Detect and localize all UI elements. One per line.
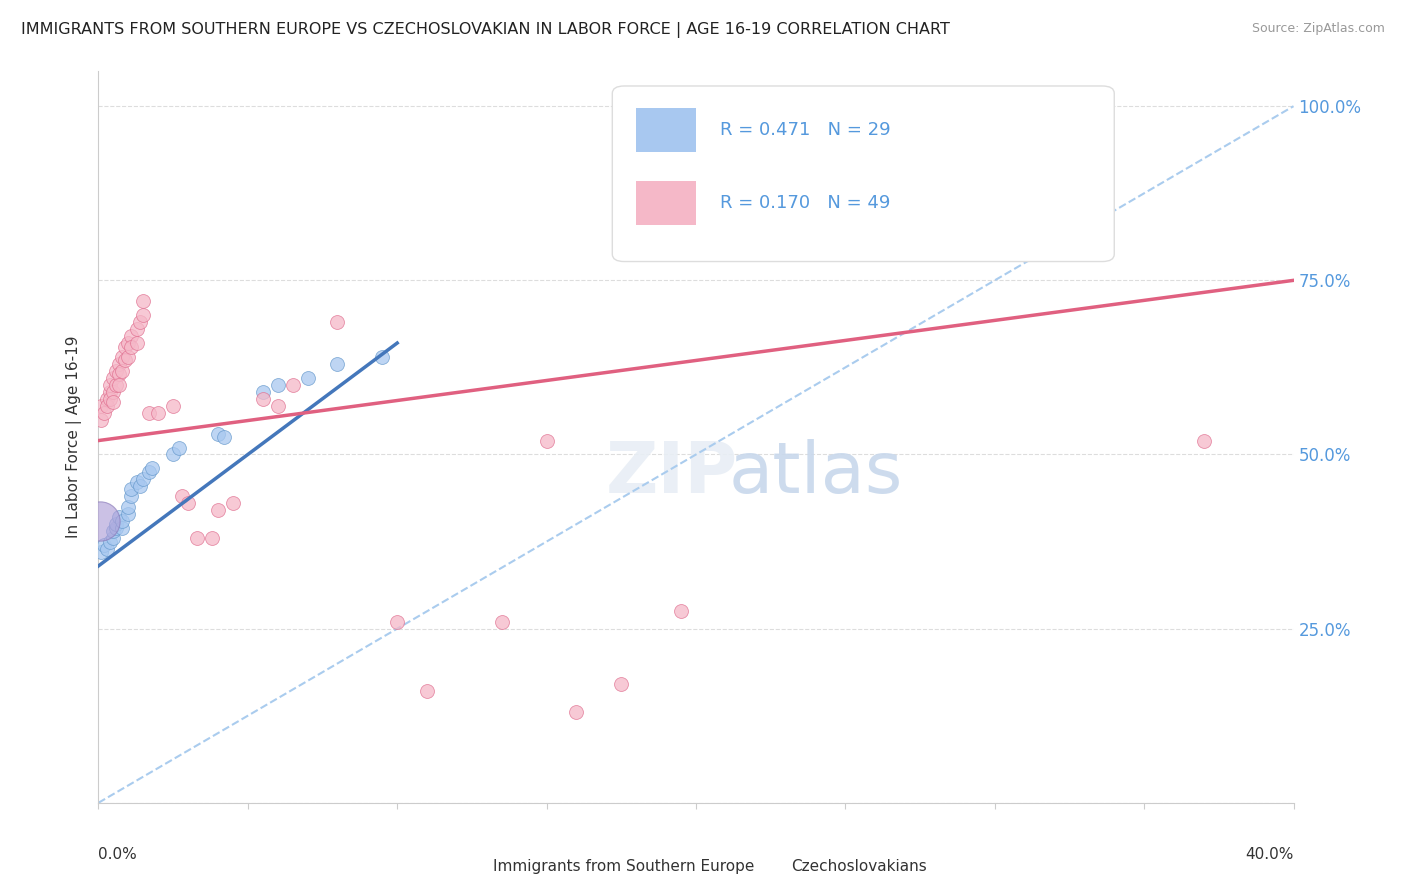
Point: [201, 531, 224, 545]
Bar: [457, 855, 481, 878]
Point: [162, 448, 184, 462]
Point: [114, 353, 136, 368]
Point: [186, 531, 208, 545]
Point: [565, 705, 588, 719]
Text: R = 0.471   N = 29: R = 0.471 N = 29: [720, 121, 890, 139]
Point: [108, 510, 131, 524]
Point: [90, 545, 112, 559]
Text: R = 0.170   N = 49: R = 0.170 N = 49: [720, 194, 890, 212]
Point: [167, 441, 190, 455]
Point: [105, 377, 128, 392]
Point: [96, 399, 118, 413]
Point: [105, 517, 128, 532]
Point: [326, 315, 349, 329]
Text: Czechoslovakians: Czechoslovakians: [792, 859, 928, 874]
Point: [98, 377, 122, 392]
Y-axis label: In Labor Force | Age 16-19: In Labor Force | Age 16-19: [66, 335, 83, 539]
Point: [132, 472, 155, 486]
Point: [326, 357, 349, 371]
Point: [103, 384, 125, 399]
Point: [120, 483, 142, 497]
Bar: [637, 108, 696, 152]
Point: [117, 336, 139, 351]
Point: [105, 521, 128, 535]
Point: [103, 531, 125, 545]
Point: [98, 534, 122, 549]
Point: [267, 399, 290, 413]
Point: [111, 350, 134, 364]
Point: [103, 371, 125, 385]
Point: [172, 489, 194, 503]
Bar: [756, 855, 780, 878]
Point: [416, 684, 439, 698]
Point: [127, 475, 149, 490]
Text: Source: ZipAtlas.com: Source: ZipAtlas.com: [1251, 22, 1385, 36]
Point: [127, 336, 149, 351]
Text: atlas: atlas: [728, 439, 903, 508]
Point: [96, 541, 118, 556]
Point: [111, 521, 134, 535]
Point: [103, 395, 125, 409]
Point: [117, 507, 139, 521]
Point: [222, 496, 245, 510]
Point: [98, 392, 122, 406]
Point: [669, 604, 692, 618]
Point: [129, 315, 152, 329]
Point: [117, 500, 139, 514]
Point: [90, 399, 112, 413]
Point: [105, 364, 128, 378]
Point: [138, 406, 160, 420]
Point: [212, 430, 235, 444]
Point: [610, 677, 633, 691]
Point: [371, 350, 394, 364]
Point: [177, 496, 200, 510]
Point: [148, 406, 170, 420]
Point: [252, 392, 274, 406]
Text: 40.0%: 40.0%: [1246, 847, 1294, 862]
Text: 0.0%: 0.0%: [98, 847, 138, 862]
FancyBboxPatch shape: [613, 86, 1115, 261]
Point: [132, 308, 155, 322]
Point: [111, 364, 134, 378]
Point: [1192, 434, 1215, 448]
Point: [98, 384, 122, 399]
Point: [108, 357, 131, 371]
Point: [207, 426, 229, 441]
Point: [108, 377, 131, 392]
Point: [127, 322, 149, 336]
Point: [207, 503, 229, 517]
Point: [117, 350, 139, 364]
Point: [96, 392, 118, 406]
Point: [536, 434, 558, 448]
Point: [297, 371, 319, 385]
Point: [111, 514, 134, 528]
Point: [93, 406, 115, 420]
Point: [162, 399, 184, 413]
Point: [103, 524, 125, 538]
Point: [89, 514, 111, 528]
Point: [132, 294, 155, 309]
Point: [90, 412, 112, 426]
Point: [108, 368, 131, 382]
Point: [491, 615, 513, 629]
Point: [252, 384, 274, 399]
Point: [138, 465, 160, 479]
Point: [93, 538, 115, 552]
Point: [281, 377, 304, 392]
Point: [141, 461, 163, 475]
Point: [120, 329, 142, 343]
Point: [267, 377, 290, 392]
Text: ZIP: ZIP: [606, 439, 738, 508]
Point: [114, 339, 136, 353]
Point: [385, 615, 409, 629]
Point: [120, 339, 142, 353]
Text: IMMIGRANTS FROM SOUTHERN EUROPE VS CZECHOSLOVAKIAN IN LABOR FORCE | AGE 16-19 CO: IMMIGRANTS FROM SOUTHERN EUROPE VS CZECH…: [21, 22, 950, 38]
Text: Immigrants from Southern Europe: Immigrants from Southern Europe: [494, 859, 754, 874]
Point: [129, 479, 152, 493]
Point: [120, 489, 142, 503]
Bar: [637, 181, 696, 225]
